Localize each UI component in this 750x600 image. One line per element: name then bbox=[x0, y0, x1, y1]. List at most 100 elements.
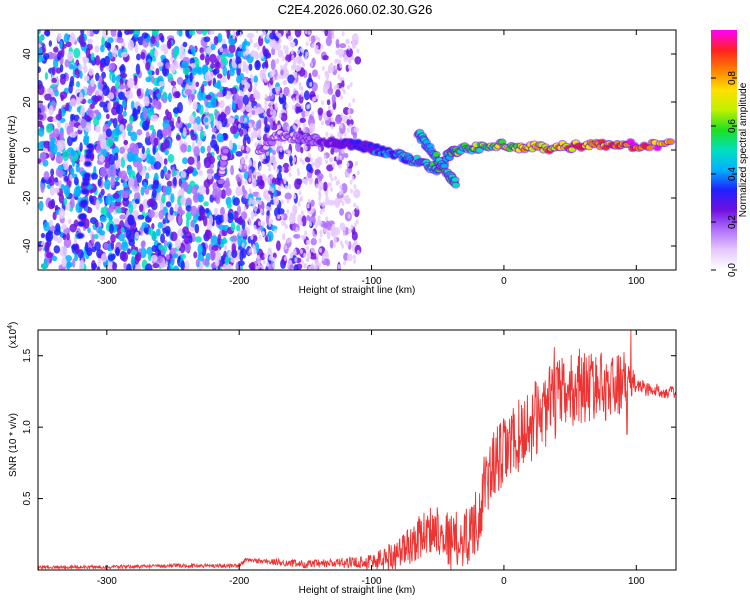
noise-speck bbox=[251, 109, 256, 116]
noise-speck bbox=[236, 224, 241, 232]
noise-speck bbox=[141, 145, 145, 155]
noise-speck bbox=[260, 264, 264, 270]
noise-speck bbox=[95, 199, 100, 211]
noise-speck bbox=[142, 120, 150, 131]
noise-speck bbox=[236, 217, 244, 225]
noise-speck bbox=[145, 76, 152, 83]
noise-speck bbox=[325, 228, 329, 234]
snr-x-ticks: -300 -200 -100 0 100 bbox=[97, 330, 645, 587]
noise-speck bbox=[155, 34, 160, 43]
noise-speck bbox=[258, 165, 262, 171]
noise-speck bbox=[185, 88, 192, 96]
noise-speck bbox=[188, 114, 195, 125]
noise-speck bbox=[322, 181, 328, 192]
noise-speck bbox=[339, 63, 343, 69]
noise-speck bbox=[41, 263, 48, 270]
noise-speck bbox=[145, 88, 150, 99]
noise-speck bbox=[119, 124, 125, 132]
noise-speck bbox=[327, 68, 331, 74]
noise-speck bbox=[331, 67, 335, 73]
noise-speck bbox=[205, 94, 212, 100]
noise-speck bbox=[69, 132, 77, 138]
noise-speck bbox=[266, 261, 270, 267]
noise-speck bbox=[310, 62, 314, 68]
noise-speck bbox=[166, 180, 173, 187]
noise-speck bbox=[318, 190, 322, 196]
noise-speck bbox=[53, 233, 58, 242]
noise-speck bbox=[178, 30, 183, 37]
noise-speck bbox=[48, 105, 54, 116]
noise-speck bbox=[127, 248, 131, 255]
noise-speck bbox=[57, 33, 61, 43]
noise-speck bbox=[262, 30, 266, 37]
noise-speck bbox=[128, 203, 134, 214]
noise-speck bbox=[161, 127, 170, 136]
noise-speck bbox=[283, 256, 287, 262]
noise-speck bbox=[283, 86, 290, 97]
noise-speck bbox=[95, 124, 101, 133]
noise-speck bbox=[259, 208, 263, 214]
noise-speck bbox=[193, 191, 198, 201]
noise-speck bbox=[289, 252, 293, 258]
noise-speck bbox=[139, 203, 144, 213]
noise-speck bbox=[348, 102, 352, 108]
noise-speck bbox=[43, 221, 51, 232]
noise-speck bbox=[38, 46, 43, 58]
noise-speck bbox=[339, 155, 343, 161]
noise-speck bbox=[226, 52, 234, 58]
noise-speck bbox=[150, 254, 158, 262]
noise-speck bbox=[351, 210, 355, 216]
noise-speck bbox=[217, 233, 222, 246]
noise-speck bbox=[157, 221, 163, 229]
noise-speck bbox=[293, 233, 301, 239]
noise-speck bbox=[352, 98, 356, 104]
noise-speck bbox=[208, 71, 214, 80]
noise-speck bbox=[303, 178, 307, 184]
noise-speck bbox=[165, 173, 171, 179]
noise-speck bbox=[300, 104, 304, 110]
noise-speck bbox=[311, 230, 315, 236]
branch-trace bbox=[413, 128, 461, 189]
noise-speck bbox=[354, 161, 358, 167]
noise-speck bbox=[166, 39, 172, 50]
noise-speck bbox=[257, 220, 261, 226]
noise-speck bbox=[62, 234, 67, 241]
noise-speck bbox=[67, 51, 74, 62]
noise-speck bbox=[105, 113, 110, 120]
noise-speck bbox=[164, 185, 172, 196]
noise-speck bbox=[263, 67, 267, 73]
noise-speck bbox=[346, 47, 353, 58]
noise-speck bbox=[49, 185, 55, 197]
noise-speck bbox=[53, 229, 61, 236]
noise-speck bbox=[319, 209, 323, 215]
noise-speck bbox=[54, 204, 59, 211]
noise-speck bbox=[110, 176, 116, 189]
noise-speck bbox=[38, 141, 44, 151]
noise-speck bbox=[119, 77, 124, 87]
noise-speck bbox=[96, 266, 101, 270]
noise-speck bbox=[38, 245, 43, 252]
noise-speck bbox=[64, 59, 70, 68]
signal-cell bbox=[221, 155, 228, 161]
noise-speck bbox=[243, 87, 247, 93]
noise-speck bbox=[263, 74, 267, 80]
noise-speck bbox=[209, 30, 215, 36]
noise-speck bbox=[275, 89, 279, 95]
noise-speck bbox=[253, 123, 257, 129]
noise-speck bbox=[291, 104, 295, 110]
noise-speck bbox=[74, 68, 80, 76]
noise-speck bbox=[269, 70, 273, 76]
noise-speck bbox=[59, 91, 68, 100]
noise-speck bbox=[121, 251, 129, 263]
noise-speck bbox=[66, 232, 70, 241]
noise-speck bbox=[127, 77, 135, 89]
noise-speck bbox=[295, 106, 299, 114]
noise-speck bbox=[298, 81, 302, 87]
signal-cell bbox=[220, 160, 227, 166]
noise-speck bbox=[200, 129, 204, 140]
snr-y-label: SNR (10 * v/v) bbox=[8, 413, 19, 477]
noise-speck bbox=[148, 97, 153, 103]
noise-speck bbox=[299, 157, 303, 163]
noise-speck bbox=[187, 166, 194, 174]
noise-speck bbox=[311, 43, 315, 49]
